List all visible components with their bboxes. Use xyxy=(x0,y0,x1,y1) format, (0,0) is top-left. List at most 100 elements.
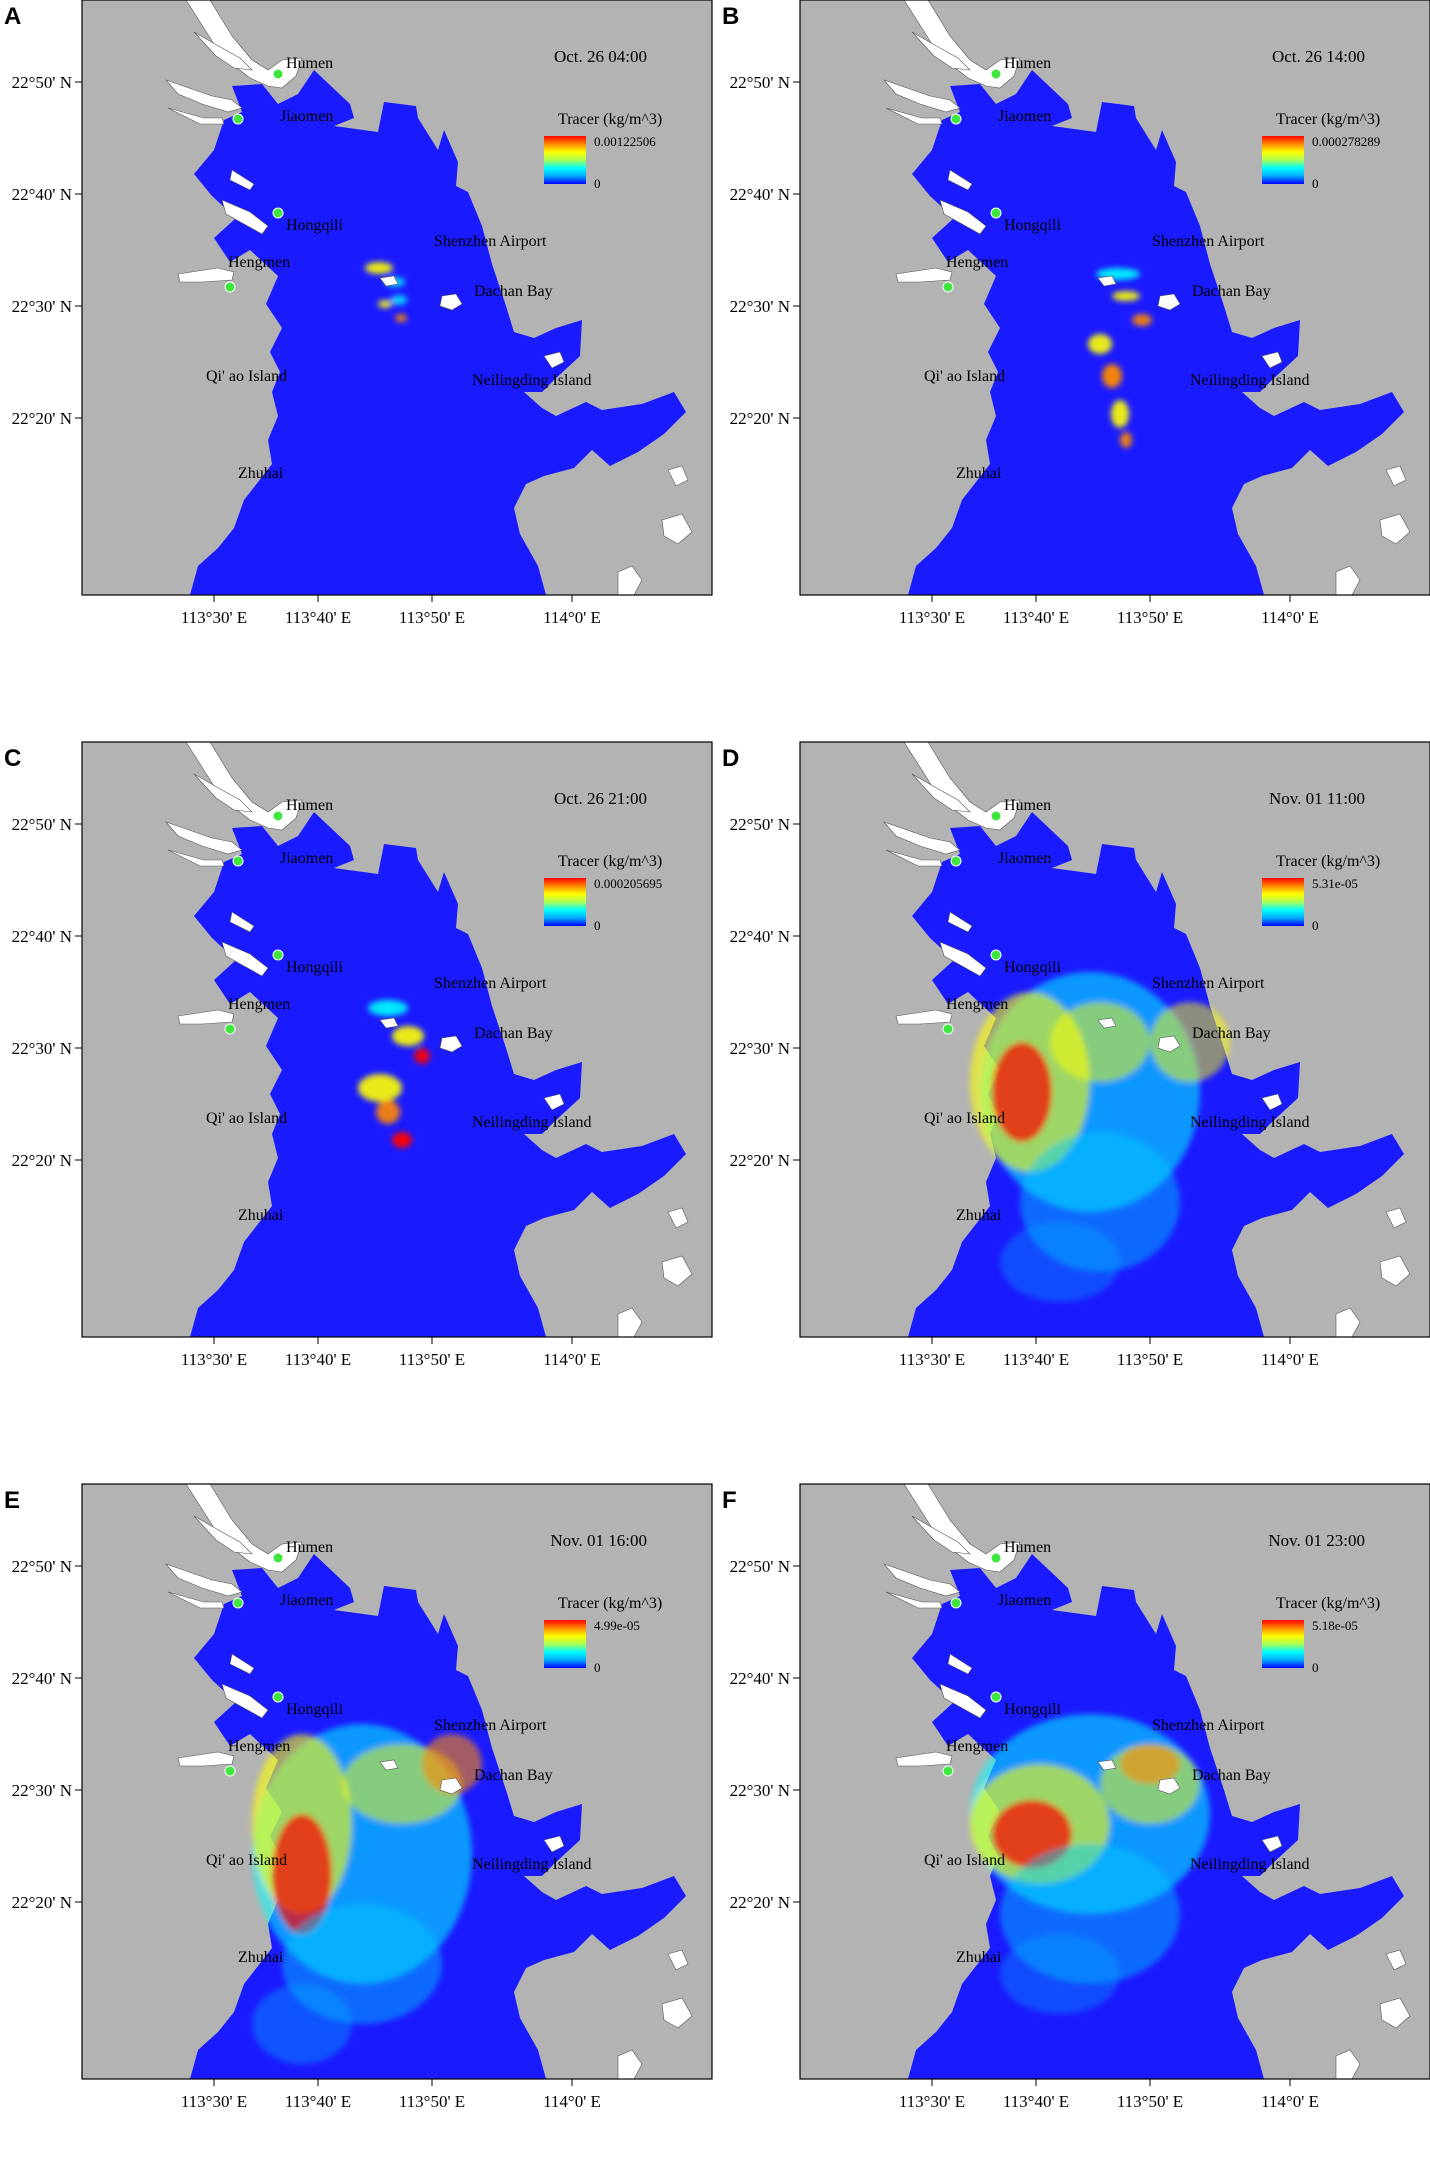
lon-tick-label: 114°0' E xyxy=(543,2092,601,2111)
island xyxy=(379,1017,399,1029)
lon-tick-label: 113°50' E xyxy=(399,1350,465,1369)
place-label-jiaomen: Jiaomen xyxy=(998,108,1051,125)
map-frame: Humen Jiaomen Hongqili Hengmen Shenzhen Airp… xyxy=(12,1483,713,2111)
lat-tick-label: 22°50' N xyxy=(730,815,790,834)
river-channel xyxy=(939,199,987,235)
place-label-neilingding-island: Neilingding Island xyxy=(1190,1114,1310,1131)
lon-tick-label: 113°40' E xyxy=(1003,608,1069,627)
island xyxy=(667,465,689,487)
river-outlet-marker xyxy=(272,207,284,219)
lat-tick-label: 22°20' N xyxy=(730,1893,790,1912)
colorbar xyxy=(1262,1620,1304,1668)
map-frame: Humen Jiaomen Hongqili Hengmen Shenzhen Airp… xyxy=(730,0,1430,627)
river-channel xyxy=(885,107,943,125)
river-outlet-marker xyxy=(950,1597,962,1609)
river-outlet-marker xyxy=(232,855,244,867)
map-border xyxy=(81,741,713,1338)
place-label-jiaomen: Jiaomen xyxy=(280,108,333,125)
island xyxy=(617,2049,643,2080)
place-label-zhuhai: Zhuhai xyxy=(956,465,1002,482)
legend: Tracer (kg/m^3) 5.18e-05 0 xyxy=(1262,1595,1380,1675)
place-label-dachan-bay: Dachan Bay xyxy=(474,1025,553,1042)
tracer-plume xyxy=(1088,268,1152,448)
lon-tick-label: 113°40' E xyxy=(285,608,351,627)
place-label-qiao-island: Qi' ao Island xyxy=(206,1110,287,1127)
map-frame: Humen Jiaomen Hongqili Hengmen Shenzhen Airp… xyxy=(12,741,713,1369)
river-outlet-marker xyxy=(950,113,962,125)
tracer-concentration-patch xyxy=(1120,432,1132,448)
place-label-jiaomen: Jiaomen xyxy=(998,1592,1051,1609)
lat-tick-label: 22°50' N xyxy=(730,73,790,92)
legend-max: 0.00122506 xyxy=(594,134,656,149)
river-outlet-marker xyxy=(272,949,284,961)
map-panel-C: C Humen Jiaomen Hongqili Hengmen Shenzhen Air… xyxy=(4,741,713,1369)
lon-tick-label: 113°30' E xyxy=(181,2092,247,2111)
place-label-humen: Humen xyxy=(286,797,333,814)
lat-tick-label: 22°50' N xyxy=(12,1557,72,1576)
river-channel xyxy=(947,169,973,191)
tracer-concentration-patch xyxy=(395,314,407,322)
place-label-hongqili: Hongqili xyxy=(286,959,343,976)
island xyxy=(1261,1093,1283,1111)
legend: Tracer (kg/m^3) 0.000278289 0 xyxy=(1262,111,1380,191)
river-channel xyxy=(883,1563,961,1597)
island xyxy=(617,565,643,596)
place-label-shenzhen-airport: Shenzhen Airport xyxy=(1152,233,1265,250)
lat-tick-label: 22°30' N xyxy=(12,297,72,316)
lat-tick-label: 22°30' N xyxy=(730,1781,790,1800)
island xyxy=(439,1777,463,1795)
river-outlet-marker xyxy=(990,207,1002,219)
river-channel xyxy=(885,1591,943,1609)
map-border xyxy=(81,1483,713,2080)
river-channel xyxy=(939,941,987,977)
island xyxy=(379,1759,399,1771)
legend-title: Tracer (kg/m^3) xyxy=(1276,1595,1380,1612)
lon-tick-label: 113°50' E xyxy=(1117,1350,1183,1369)
place-label-humen: Humen xyxy=(286,1539,333,1556)
island xyxy=(1385,1949,1407,1971)
map-frame: Humen Jiaomen Hongqili Hengmen Shenzhen Airp… xyxy=(12,0,713,627)
lat-tick-label: 22°50' N xyxy=(12,815,72,834)
island xyxy=(617,1307,643,1338)
lon-tick-label: 114°0' E xyxy=(1261,2092,1319,2111)
legend-max: 0.000278289 xyxy=(1312,134,1380,149)
place-label-jiaomen: Jiaomen xyxy=(280,1592,333,1609)
estuary-water xyxy=(190,70,686,595)
river-outlet-marker xyxy=(224,281,236,293)
lat-tick-label: 22°30' N xyxy=(730,1039,790,1058)
river-channel xyxy=(193,31,253,71)
place-label-jiaomen: Jiaomen xyxy=(280,850,333,867)
colorbar xyxy=(544,878,586,926)
river-outlet-marker xyxy=(990,810,1002,822)
island xyxy=(1261,351,1283,369)
lon-tick-label: 113°30' E xyxy=(899,2092,965,2111)
river-channel xyxy=(165,1563,243,1597)
river-channel xyxy=(895,1009,953,1025)
river-channel xyxy=(895,1751,953,1767)
river-channel xyxy=(895,267,953,283)
river-channel xyxy=(193,773,253,813)
river-outlet-marker xyxy=(942,1023,954,1035)
legend-min: 0 xyxy=(594,1660,601,1675)
tracer-concentration-patch xyxy=(1102,364,1122,388)
river-channel xyxy=(193,1515,253,1555)
place-label-hengmen: Hengmen xyxy=(946,996,1008,1013)
island xyxy=(1379,1255,1411,1287)
place-label-humen: Humen xyxy=(1004,1539,1051,1556)
tracer-concentration-patch xyxy=(1000,1934,1120,2014)
river-outlet-marker xyxy=(990,949,1002,961)
tracer-plume xyxy=(970,972,1230,1302)
lon-tick-label: 114°0' E xyxy=(1261,1350,1319,1369)
legend-min: 0 xyxy=(1312,918,1319,933)
lon-tick-label: 113°30' E xyxy=(181,608,247,627)
river-channel xyxy=(177,1751,235,1767)
island xyxy=(543,351,565,369)
tracer-concentration-patch xyxy=(1150,1002,1230,1082)
place-label-dachan-bay: Dachan Bay xyxy=(1192,1767,1271,1784)
place-label-zhuhai: Zhuhai xyxy=(238,465,284,482)
tracer-plume xyxy=(358,1000,430,1148)
legend-title: Tracer (kg/m^3) xyxy=(558,111,662,128)
place-label-neilingding-island: Neilingding Island xyxy=(472,1114,592,1131)
lon-tick-label: 113°30' E xyxy=(899,1350,965,1369)
